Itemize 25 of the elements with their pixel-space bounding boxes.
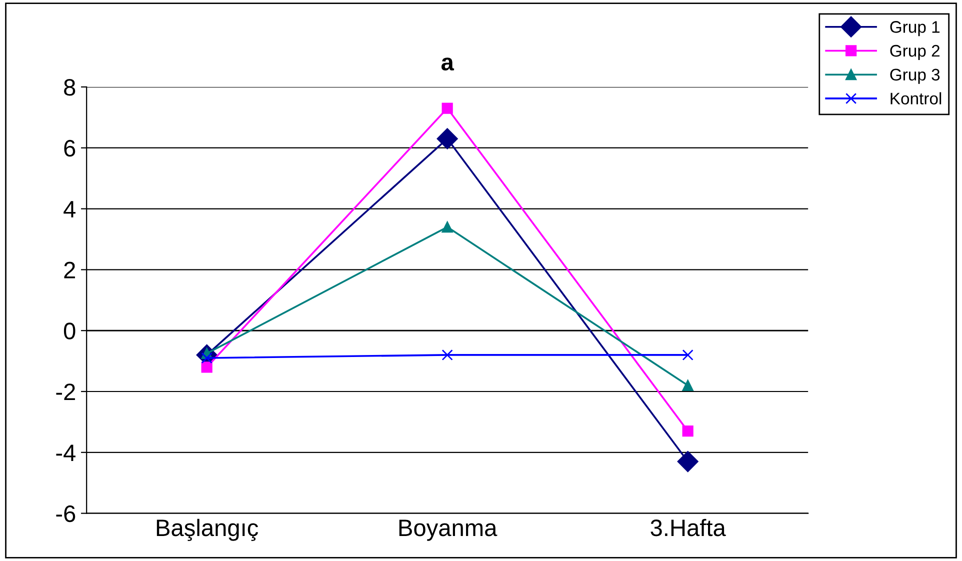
y-tick-label: -4 xyxy=(56,444,76,461)
point xyxy=(442,102,453,114)
y-tick-label: 0 xyxy=(64,322,76,340)
point xyxy=(201,362,212,373)
y-tick-label: 8 xyxy=(64,79,76,96)
legend-label: Grup 3 xyxy=(890,68,940,84)
point xyxy=(682,426,694,437)
y-tick-label: 6 xyxy=(64,140,76,157)
x-tick-label: Başlangıç xyxy=(156,518,258,541)
x-tick-label: 3.Hafta xyxy=(650,518,726,536)
chart-title: a xyxy=(441,58,454,71)
point xyxy=(682,380,694,391)
y-tick-label: -2 xyxy=(56,384,75,400)
point xyxy=(442,221,453,233)
point xyxy=(436,128,458,150)
legend-label: Grup 2 xyxy=(890,44,940,60)
point xyxy=(677,451,698,472)
y-tick-label: 4 xyxy=(64,201,76,218)
legend-label: Grup 1 xyxy=(890,21,940,36)
legend-label: Kontrol xyxy=(890,92,942,104)
x-tick-label: Boyanma xyxy=(399,520,498,541)
point xyxy=(682,349,694,361)
point xyxy=(442,349,453,361)
y-tick-label: 2 xyxy=(64,262,75,278)
y-tick-label: -6 xyxy=(56,505,76,522)
